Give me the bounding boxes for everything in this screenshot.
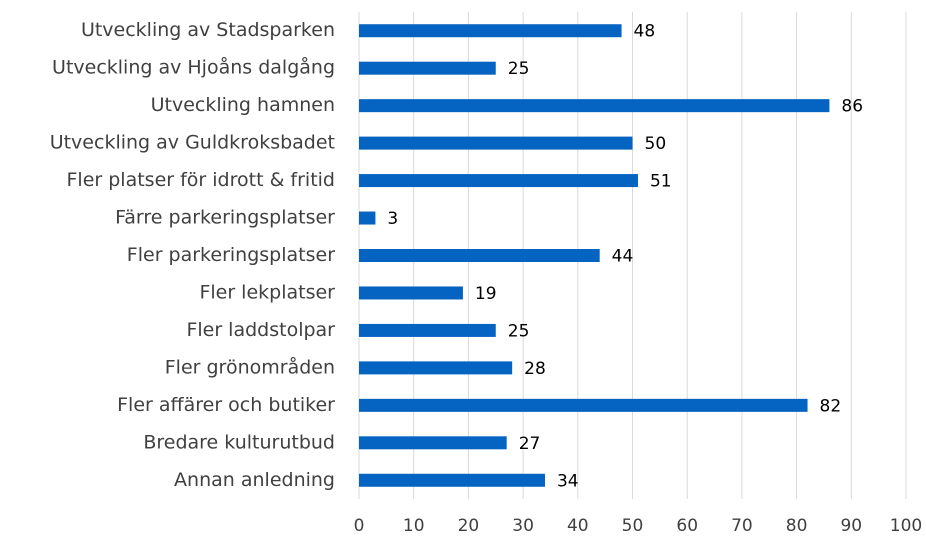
- data-label: 51: [650, 172, 672, 192]
- x-tick-label: 100: [890, 516, 922, 536]
- data-label: 19: [475, 284, 497, 304]
- bar: [359, 361, 513, 375]
- y-tick-label: Bredare kulturutbud: [143, 431, 335, 453]
- x-tick-label: 40: [567, 516, 589, 536]
- y-tick-label: Annan anledning: [174, 469, 335, 491]
- y-tick-label: Utveckling hamnen: [151, 94, 335, 116]
- bar: [359, 323, 496, 337]
- data-label: 3: [387, 209, 398, 229]
- x-tick-label: 10: [403, 516, 425, 536]
- bar: [359, 473, 545, 487]
- x-tick-label: 20: [458, 516, 480, 536]
- y-tick-label: Fler platser för idrott & fritid: [66, 169, 335, 191]
- x-tick-label: 90: [840, 516, 862, 536]
- y-tick-label: Utveckling av Guldkroksbadet: [50, 132, 335, 154]
- y-tick-label: Färre parkeringsplatser: [115, 207, 335, 229]
- bar: [359, 211, 376, 225]
- y-tick-label: Fler parkeringsplatser: [127, 244, 335, 266]
- bar: [359, 136, 633, 150]
- bar: [359, 249, 600, 262]
- data-label: 50: [645, 134, 667, 154]
- bar: [359, 24, 622, 38]
- bar: [359, 398, 808, 412]
- y-tick-label: Utveckling av Stadsparken: [81, 19, 335, 41]
- data-label: 48: [634, 22, 656, 42]
- data-label: 86: [841, 97, 863, 117]
- y-tick-label: Fler laddstolpar: [186, 319, 335, 341]
- bar: [359, 286, 463, 300]
- data-label: 27: [519, 434, 541, 454]
- bar: [359, 174, 638, 188]
- bar: [359, 99, 830, 113]
- data-label: 25: [508, 321, 530, 341]
- data-label: 44: [612, 247, 634, 267]
- data-label: 25: [508, 59, 530, 79]
- x-tick-label: 30: [512, 516, 534, 536]
- x-tick-label: 80: [786, 516, 808, 536]
- y-tick-label: Utveckling av Hjoåns dalgång: [52, 56, 335, 79]
- x-tick-label: 50: [622, 516, 644, 536]
- x-tick-label: 0: [354, 516, 365, 536]
- x-tick-label: 60: [676, 516, 698, 536]
- data-label: 34: [557, 471, 579, 491]
- bar: [359, 61, 496, 75]
- x-tick-label: 70: [731, 516, 753, 536]
- data-label: 82: [820, 396, 842, 416]
- y-tick-label: Fler affärer och butiker: [117, 394, 335, 416]
- data-label: 28: [524, 359, 546, 379]
- bar: [359, 436, 507, 450]
- y-tick-label: Fler grönområden: [165, 355, 335, 378]
- y-tick-label: Fler lekplatser: [199, 281, 335, 303]
